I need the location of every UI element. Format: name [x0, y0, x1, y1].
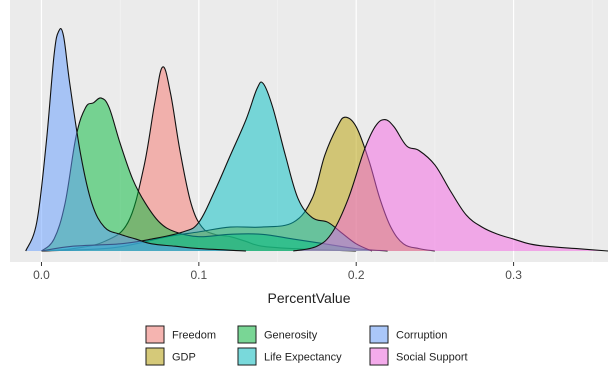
density-area-generosity	[41, 97, 388, 251]
x-axis-ticks	[40, 262, 515, 266]
x-tick-label: 0.2	[348, 268, 365, 282]
legend-key-freedom	[145, 325, 165, 344]
legend-label-generosity: Generosity	[264, 330, 318, 342]
density-area-life-expectancy	[41, 81, 372, 252]
legend: Freedom GDP Generosity Life Expectancy Corru…	[145, 325, 468, 366]
density-line-social-support	[293, 118, 609, 252]
density-area-corruption	[25, 28, 247, 252]
density-line-life-expectancy	[41, 81, 373, 252]
x-tick-label: 0.1	[190, 268, 207, 282]
legend-key-social-support	[369, 347, 389, 366]
x-tick-label: 0.0	[33, 268, 50, 282]
density-series	[25, 28, 609, 252]
legend-key-gdp	[145, 347, 165, 366]
density-line-corruption	[25, 28, 247, 252]
legend-label-social-support: Social Support	[396, 352, 468, 364]
density-area-gdp	[41, 117, 435, 251]
legend-label-corruption: Corruption	[396, 330, 447, 342]
legend-label-freedom: Freedom	[172, 330, 216, 342]
density-area-social-support	[293, 119, 608, 251]
legend-label-life-expectancy: Life Expectancy	[264, 352, 342, 364]
legend-key-life-expectancy	[237, 347, 257, 366]
legend-key-corruption	[369, 325, 389, 344]
legend-key-generosity	[237, 325, 257, 344]
legend-label-gdp: GDP	[172, 352, 196, 364]
x-tick-label: 0.3	[505, 268, 522, 282]
x-axis-tick-labels: 0.0 0.1 0.2 0.3	[33, 268, 522, 282]
x-axis-title: PercentValue	[267, 290, 350, 306]
